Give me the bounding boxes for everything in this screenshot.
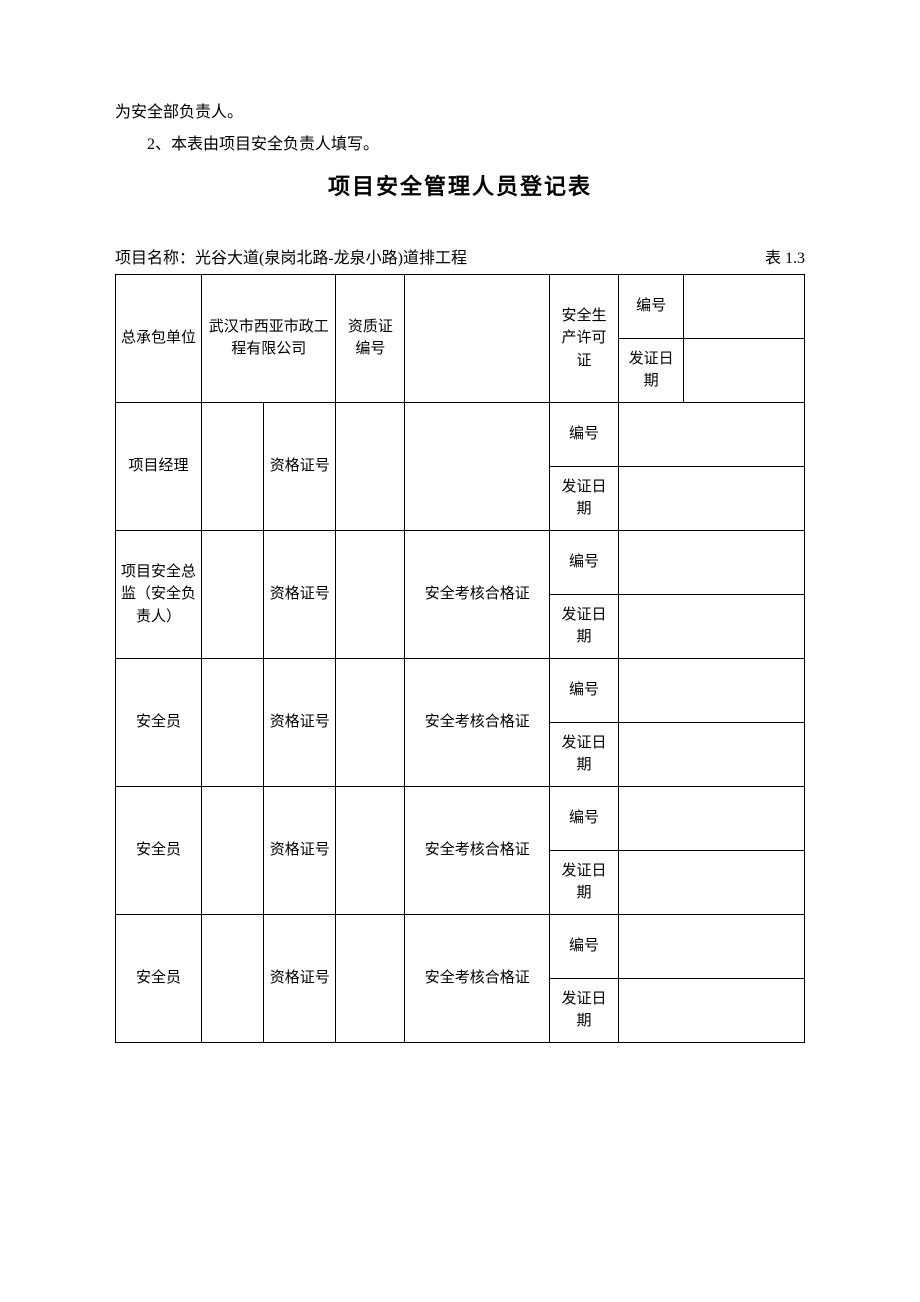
label-director-qual-no: 资格证号: [264, 530, 336, 658]
value-permit-date: [684, 338, 805, 402]
label-pm-number: 编号: [550, 402, 619, 466]
label-officer1-exam-cert: 安全考核合格证: [405, 658, 550, 786]
label-officer1-date: 发证日期: [550, 722, 619, 786]
label-officer1-qual-no: 资格证号: [264, 658, 336, 786]
label-pm-qual-no: 资格证号: [264, 402, 336, 530]
value-officer3-name: [202, 914, 264, 1042]
value-pm-name: [202, 402, 264, 530]
value-officer2-date: [618, 850, 804, 914]
row-officer1-1: 安全员 资格证号 安全考核合格证 编号: [116, 658, 805, 722]
label-qual-cert-no: 资质证编号: [336, 274, 405, 402]
label-safety-director: 项目安全总监（安全负责人）: [116, 530, 202, 658]
row-officer3-1: 安全员 资格证号 安全考核合格证 编号: [116, 914, 805, 978]
label-permit-number: 编号: [618, 274, 683, 338]
value-officer2-qual-no: [336, 786, 405, 914]
label-officer2: 安全员: [116, 786, 202, 914]
label-pm-date: 发证日期: [550, 466, 619, 530]
value-officer1-date: [618, 722, 804, 786]
value-permit-number: [684, 274, 805, 338]
value-officer3-date: [618, 978, 804, 1042]
label-officer3-qual-no: 资格证号: [264, 914, 336, 1042]
label-officer2-qual-no: 资格证号: [264, 786, 336, 914]
value-director-name: [202, 530, 264, 658]
value-director-date: [618, 594, 804, 658]
value-contractor-name: 武汉市西亚市政工程有限公司: [202, 274, 336, 402]
meta-line: 项目名称：光谷大道(泉岗北路-龙泉小路)道排工程 表 1.3: [115, 246, 805, 272]
value-director-number: [618, 530, 804, 594]
label-officer2-date: 发证日期: [550, 850, 619, 914]
value-officer1-qual-no: [336, 658, 405, 786]
table-number: 表 1.3: [765, 246, 805, 272]
row-pm-1: 项目经理 资格证号 编号: [116, 402, 805, 466]
value-officer2-name: [202, 786, 264, 914]
value-officer3-qual-no: [336, 914, 405, 1042]
project-name-line: 项目名称：光谷大道(泉岗北路-龙泉小路)道排工程: [115, 246, 467, 272]
page-title: 项目安全管理人员登记表: [115, 169, 805, 204]
label-project-manager: 项目经理: [116, 402, 202, 530]
label-officer1-number: 编号: [550, 658, 619, 722]
intro-line-2: 2、本表由项目安全负责人填写。: [115, 132, 805, 158]
label-officer3-exam-cert: 安全考核合格证: [405, 914, 550, 1042]
label-officer1: 安全员: [116, 658, 202, 786]
row-officer2-1: 安全员 资格证号 安全考核合格证 编号: [116, 786, 805, 850]
value-director-qual-no: [336, 530, 405, 658]
value-officer2-number: [618, 786, 804, 850]
registration-table: 总承包单位 武汉市西亚市政工程有限公司 资质证编号 安全生产许可证 编号 发证日…: [115, 274, 805, 1043]
label-officer2-number: 编号: [550, 786, 619, 850]
label-officer3: 安全员: [116, 914, 202, 1042]
value-pm-qual-no: [336, 402, 405, 530]
row-contractor-1: 总承包单位 武汉市西亚市政工程有限公司 资质证编号 安全生产许可证 编号: [116, 274, 805, 338]
label-contractor: 总承包单位: [116, 274, 202, 402]
project-name: 光谷大道(泉岗北路-龙泉小路)道排工程: [195, 250, 467, 267]
label-officer3-number: 编号: [550, 914, 619, 978]
label-officer3-date: 发证日期: [550, 978, 619, 1042]
label-director-exam-cert: 安全考核合格证: [405, 530, 550, 658]
intro-line-1: 为安全部负责人。: [115, 100, 805, 126]
label-officer2-exam-cert: 安全考核合格证: [405, 786, 550, 914]
value-qual-cert-no: [405, 274, 550, 402]
value-officer3-number: [618, 914, 804, 978]
label-director-date: 发证日期: [550, 594, 619, 658]
label-safety-permit: 安全生产许可证: [550, 274, 619, 402]
value-pm-date: [618, 466, 804, 530]
value-officer1-name: [202, 658, 264, 786]
row-director-1: 项目安全总监（安全负责人） 资格证号 安全考核合格证 编号: [116, 530, 805, 594]
value-officer1-number: [618, 658, 804, 722]
value-pm-number: [618, 402, 804, 466]
blank-pm-mid: [405, 402, 550, 530]
label-permit-date: 发证日期: [618, 338, 683, 402]
project-label: 项目名称：: [115, 250, 195, 267]
label-director-number: 编号: [550, 530, 619, 594]
